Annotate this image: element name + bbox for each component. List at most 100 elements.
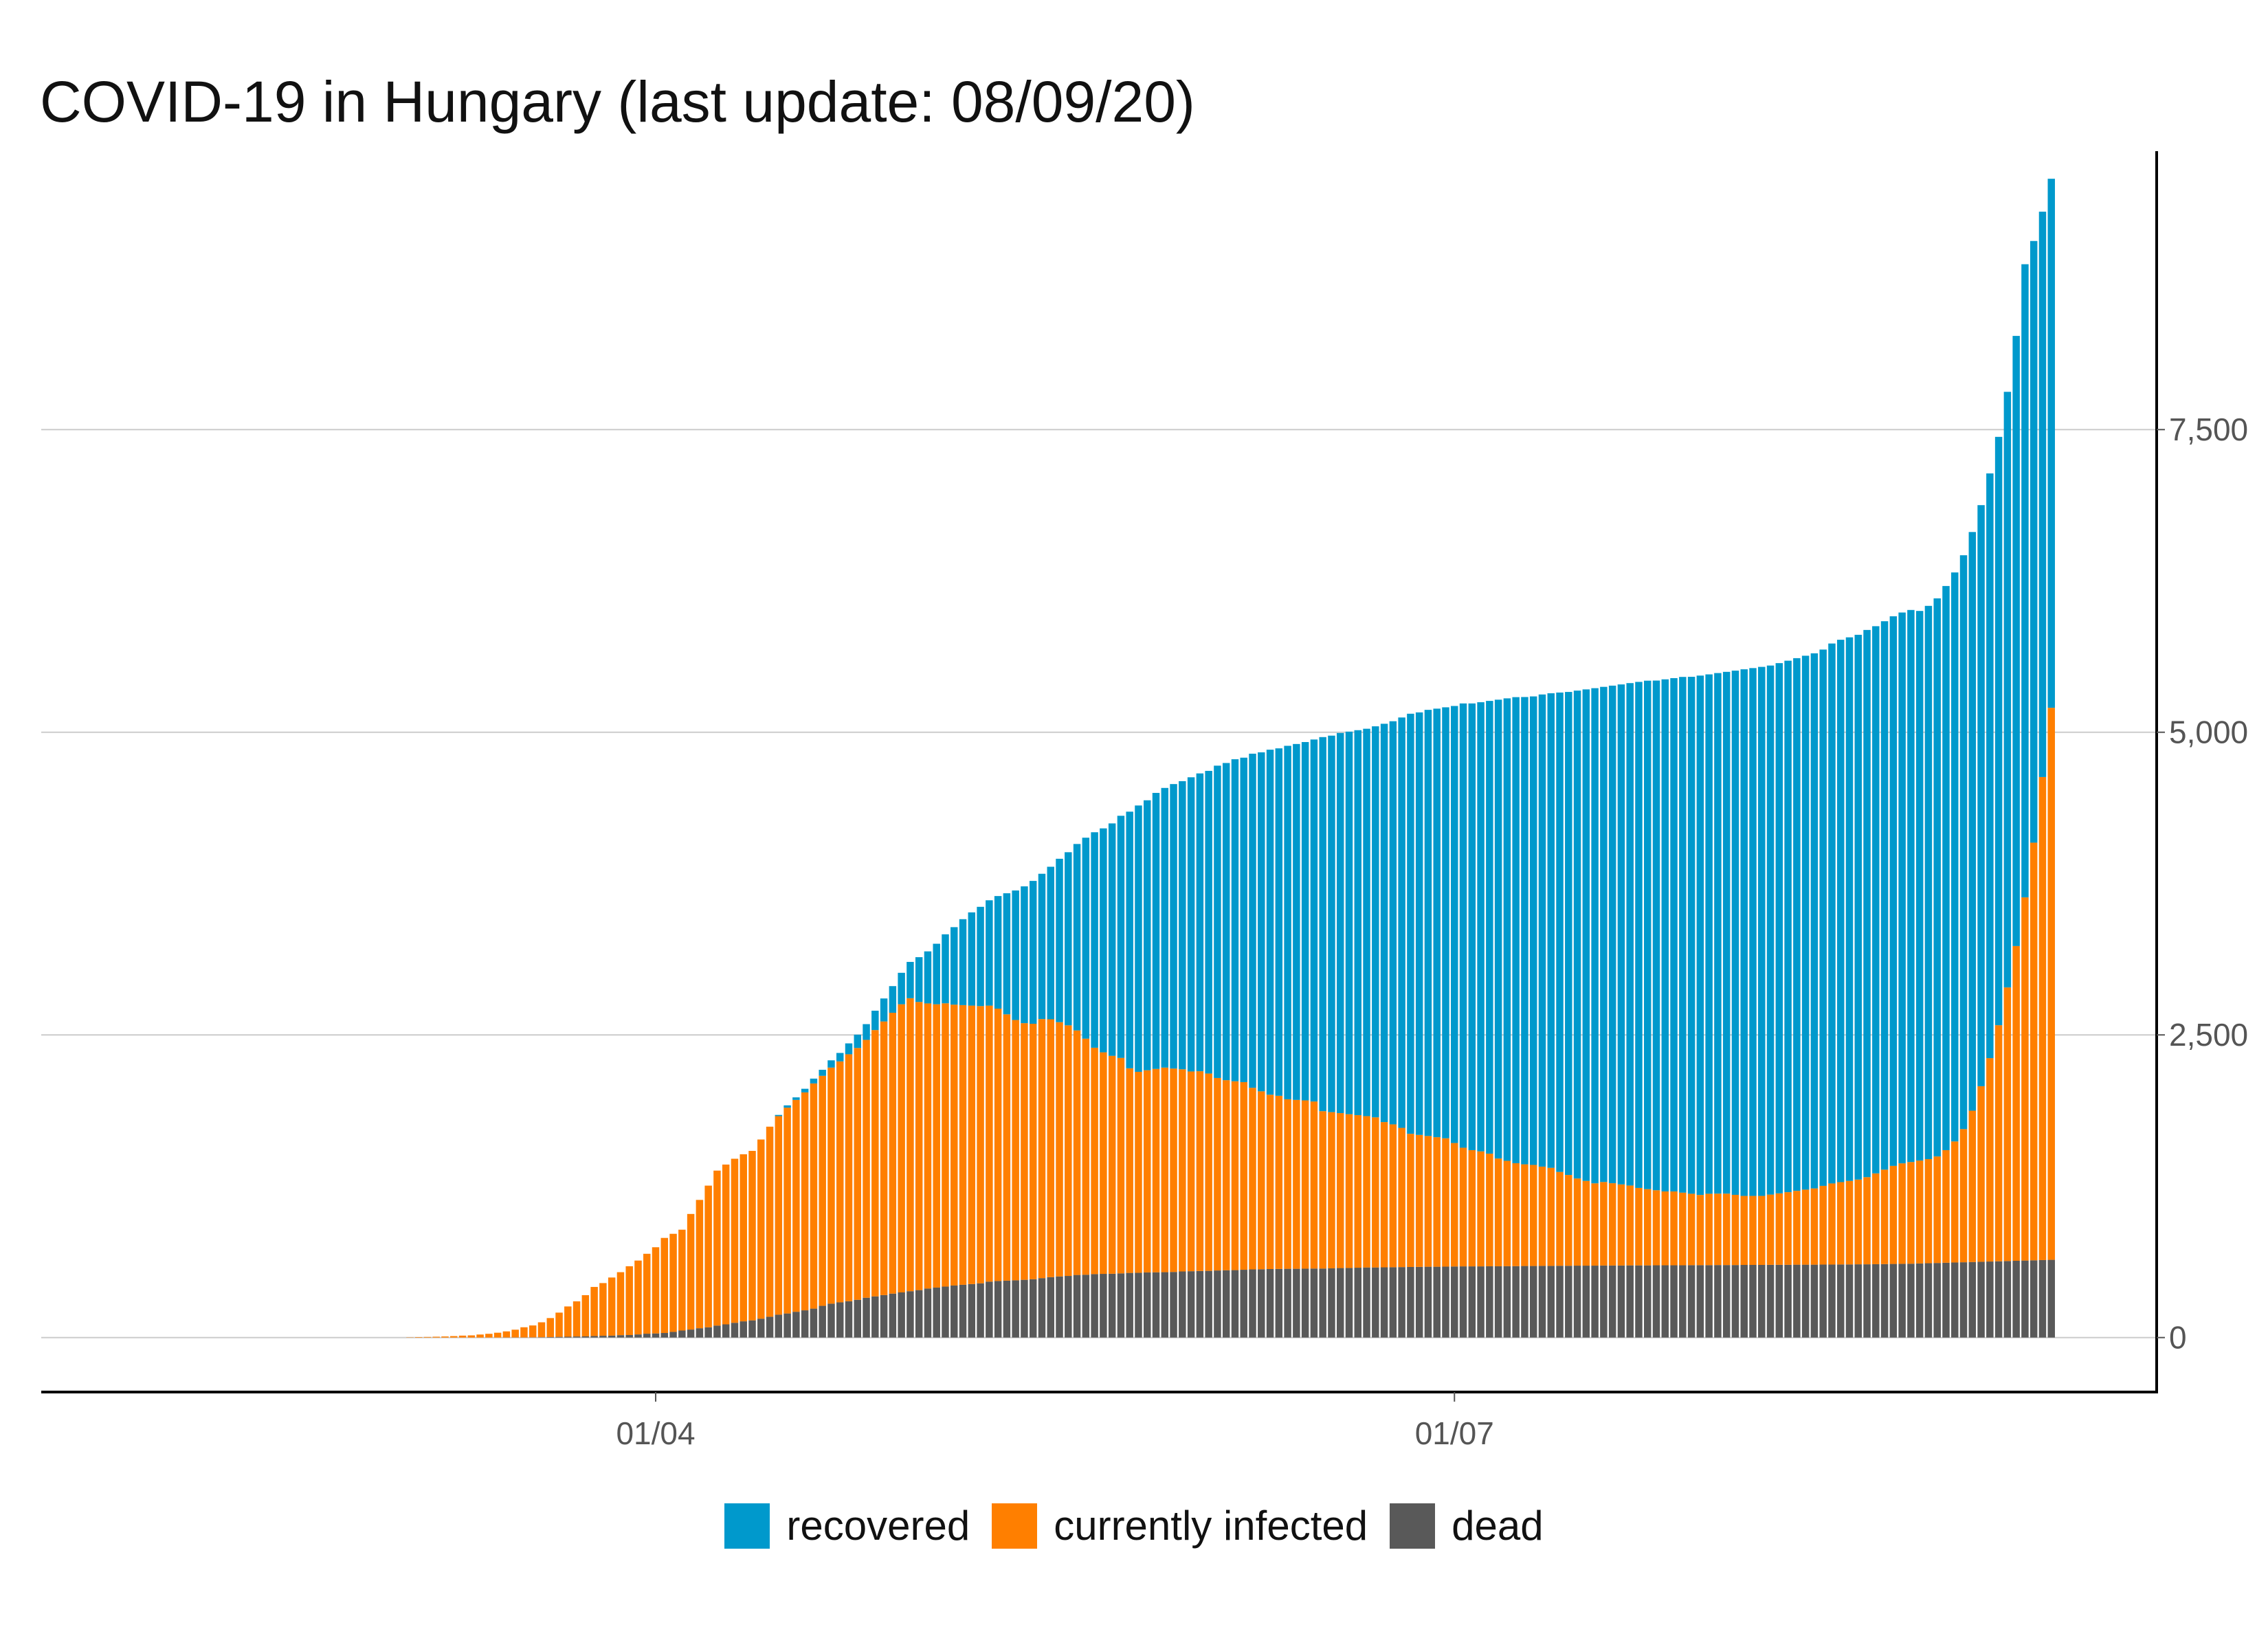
bar-segment-currently-infected bbox=[643, 1253, 651, 1334]
bar-segment-dead bbox=[634, 1334, 642, 1338]
y-tick-label: 5,000 bbox=[2169, 715, 2248, 750]
bar-segment-currently-infected bbox=[1529, 1165, 1537, 1266]
bar-segment-dead bbox=[1144, 1272, 1151, 1338]
bar-segment-currently-infected bbox=[1415, 1134, 1423, 1267]
bar-segment-dead bbox=[827, 1303, 835, 1338]
bar-segment-currently-infected bbox=[1635, 1187, 1643, 1266]
bar-segment-dead bbox=[1021, 1279, 1028, 1338]
bar-segment-dead bbox=[766, 1316, 774, 1338]
bar-segment-currently-infected bbox=[1679, 1192, 1687, 1266]
bar-segment-recovered bbox=[775, 1114, 783, 1117]
bar-segment-dead bbox=[1845, 1264, 1854, 1338]
bar-segment-currently-infected bbox=[634, 1260, 642, 1335]
bar-segment-dead bbox=[678, 1330, 686, 1338]
bar-segment-dead bbox=[1626, 1265, 1634, 1338]
bar-segment-recovered bbox=[801, 1088, 809, 1092]
bar-segment-dead bbox=[1889, 1264, 1898, 1338]
bar-segment-recovered bbox=[1565, 692, 1572, 1176]
bar-segment-currently-infected bbox=[1503, 1160, 1511, 1266]
bar-segment-recovered bbox=[1152, 793, 1160, 1069]
bar-segment-recovered bbox=[1091, 832, 1098, 1048]
bar-segment-dead bbox=[1301, 1268, 1309, 1338]
bar-segment-dead bbox=[643, 1334, 651, 1338]
bar-segment-recovered bbox=[1258, 752, 1265, 1092]
bar-segment-recovered bbox=[1187, 777, 1195, 1072]
bar-segment-recovered bbox=[871, 1010, 879, 1031]
bar-segment-recovered bbox=[1626, 683, 1634, 1186]
legend-item-dead: dead bbox=[1390, 1502, 1544, 1549]
bar-segment-currently-infected bbox=[827, 1067, 835, 1304]
bar-segment-currently-infected bbox=[898, 1004, 905, 1292]
bar-segment-recovered bbox=[1863, 629, 1871, 1178]
bar-segment-dead bbox=[687, 1330, 695, 1338]
bar-segment-dead bbox=[924, 1288, 932, 1338]
bar-segment-dead bbox=[1907, 1264, 1915, 1338]
bar-segment-currently-infected bbox=[616, 1272, 625, 1336]
y-tick-label: 2,500 bbox=[2169, 1017, 2248, 1053]
bar-segment-currently-infected bbox=[1196, 1071, 1204, 1271]
bar-segment-dead bbox=[1082, 1275, 1090, 1338]
bar-segment-currently-infected bbox=[1731, 1194, 1739, 1266]
bar-segment-currently-infected bbox=[1082, 1038, 1090, 1275]
legend: recovered currently infected dead bbox=[0, 1502, 2268, 1549]
bar-segment-dead bbox=[1617, 1265, 1625, 1338]
bar-segment-recovered bbox=[1573, 691, 1581, 1179]
bar-segment-currently-infected bbox=[748, 1151, 756, 1321]
x-tick-label: 01/07 bbox=[1415, 1415, 1494, 1451]
bar-segment-currently-infected bbox=[933, 1004, 940, 1288]
bar-segment-recovered bbox=[1442, 707, 1449, 1138]
bar-segment-recovered bbox=[924, 951, 932, 1004]
bar-segment-dead bbox=[1652, 1265, 1660, 1338]
bar-segment-currently-infected bbox=[1135, 1071, 1142, 1273]
bar-segment-dead bbox=[1573, 1266, 1581, 1338]
bar-segment-currently-infected bbox=[1749, 1196, 1757, 1265]
bar-segment-currently-infected bbox=[1433, 1137, 1441, 1267]
bar-segment-dead bbox=[1994, 1261, 2003, 1338]
bar-segment-dead bbox=[1389, 1267, 1397, 1338]
bar-segment-recovered bbox=[2012, 335, 2020, 946]
bar-segment-recovered bbox=[1328, 735, 1335, 1112]
bar-segment-recovered bbox=[2003, 392, 2012, 988]
bar-segment-currently-infected bbox=[1222, 1080, 1230, 1270]
bar-segment-dead bbox=[757, 1319, 765, 1338]
bar-segment-currently-infected bbox=[1424, 1136, 1432, 1267]
bar-segment-currently-infected bbox=[441, 1336, 449, 1338]
legend-label: recovered bbox=[786, 1503, 970, 1549]
legend-item-recovered: recovered bbox=[724, 1502, 970, 1549]
bar-segment-currently-infected bbox=[1670, 1191, 1678, 1266]
bar-segment-dead bbox=[581, 1336, 590, 1338]
bar-segment-dead bbox=[1266, 1268, 1274, 1338]
bar-segment-dead bbox=[1258, 1269, 1265, 1338]
bar-segment-currently-infected bbox=[1486, 1154, 1493, 1266]
bar-segment-currently-infected bbox=[783, 1108, 791, 1314]
bar-segment-dead bbox=[1187, 1271, 1195, 1338]
bar-segment-dead bbox=[1354, 1268, 1362, 1338]
bar-segment-dead bbox=[950, 1285, 958, 1338]
bar-segment-currently-infected bbox=[1793, 1191, 1801, 1265]
bar-segment-currently-infected bbox=[950, 1005, 958, 1286]
bar-segment-recovered bbox=[1766, 665, 1775, 1195]
bar-segment-recovered bbox=[1582, 689, 1590, 1181]
bar-segment-dead bbox=[1924, 1263, 1933, 1338]
bar-segment-dead bbox=[1091, 1274, 1098, 1338]
bar-segment-dead bbox=[1696, 1265, 1704, 1338]
bar-segment-dead bbox=[1863, 1264, 1871, 1338]
bar-segment-currently-infected bbox=[810, 1083, 818, 1309]
bar-segment-dead bbox=[1547, 1266, 1555, 1338]
bar-segment-dead bbox=[1065, 1276, 1072, 1338]
bar-segment-recovered bbox=[1038, 873, 1046, 1020]
bar-segment-currently-infected bbox=[678, 1229, 686, 1331]
bar-segment-currently-infected bbox=[1652, 1190, 1660, 1266]
bar-segment-currently-infected bbox=[1170, 1068, 1177, 1272]
bar-segment-recovered bbox=[942, 934, 949, 1004]
bar-segment-dead bbox=[2030, 1260, 2038, 1338]
legend-swatch bbox=[992, 1503, 1038, 1549]
bar-segment-recovered bbox=[1459, 703, 1467, 1148]
bar-segment-recovered bbox=[1407, 713, 1414, 1134]
bar-segment-dead bbox=[1319, 1268, 1326, 1338]
bar-segment-recovered bbox=[2047, 179, 2055, 708]
bar-segment-dead bbox=[1503, 1266, 1511, 1338]
bar-segment-dead bbox=[836, 1302, 844, 1338]
bar-segment-recovered bbox=[915, 957, 923, 1002]
bar-segment-recovered bbox=[1872, 626, 1880, 1174]
